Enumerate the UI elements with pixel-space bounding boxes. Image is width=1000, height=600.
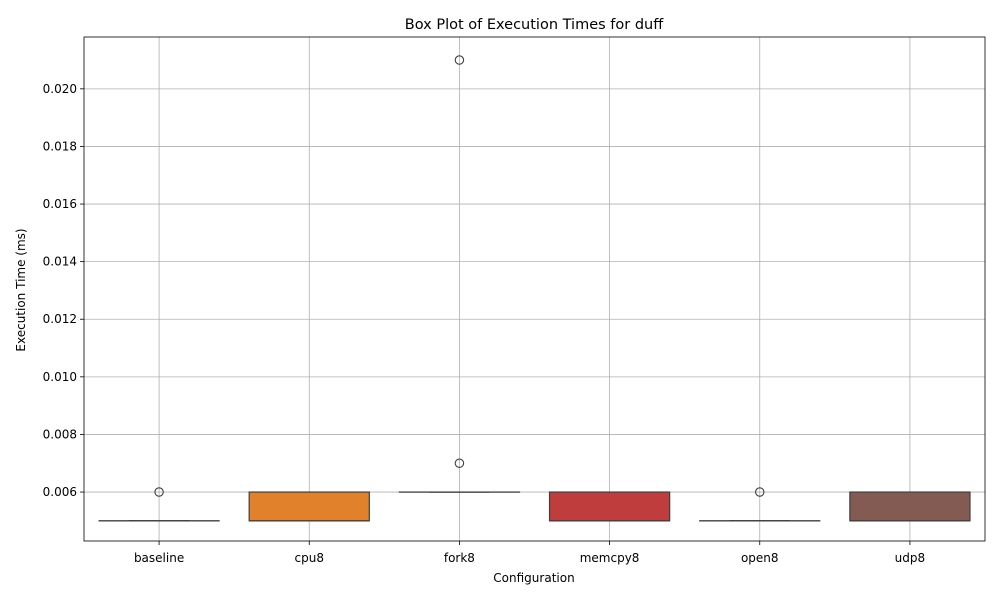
y-tick-label: 0.016 [43,197,77,211]
x-tick-label: baseline [134,551,184,565]
axes-frame [83,36,986,542]
outlier-point [454,55,465,65]
y-tick-label: 0.014 [43,255,77,269]
outlier-point [754,487,765,497]
y-axis-title: Execution Time (ms) [14,228,28,351]
y-tick-label: 0.008 [43,427,77,441]
x-tick-label: memcpy8 [580,551,640,565]
box-memcpy8 [548,491,671,522]
box-cpu8 [248,491,370,522]
y-tick-label: 0.010 [43,370,77,384]
outlier-point [454,458,465,468]
outlier-point [154,487,164,497]
x-tick-label: udp8 [895,551,925,565]
y-tick-label: 0.020 [43,82,77,96]
y-tick-label: 0.018 [43,139,77,153]
x-tick-label: cpu8 [295,551,324,565]
plot-area: 0.006 0.008 0.010 0.012 0.014 0.016 0.018 0.020… [43,36,986,565]
chart-title: Box Plot of Execution Times for duff [405,17,664,33]
y-tick-label: 0.012 [43,312,77,326]
x-tick-label: fork8 [444,551,475,565]
x-tick-label: open8 [741,551,779,565]
y-tick-label: 0.006 [43,485,77,499]
box-udp8 [849,491,971,522]
x-axis-title: Configuration [493,571,574,585]
